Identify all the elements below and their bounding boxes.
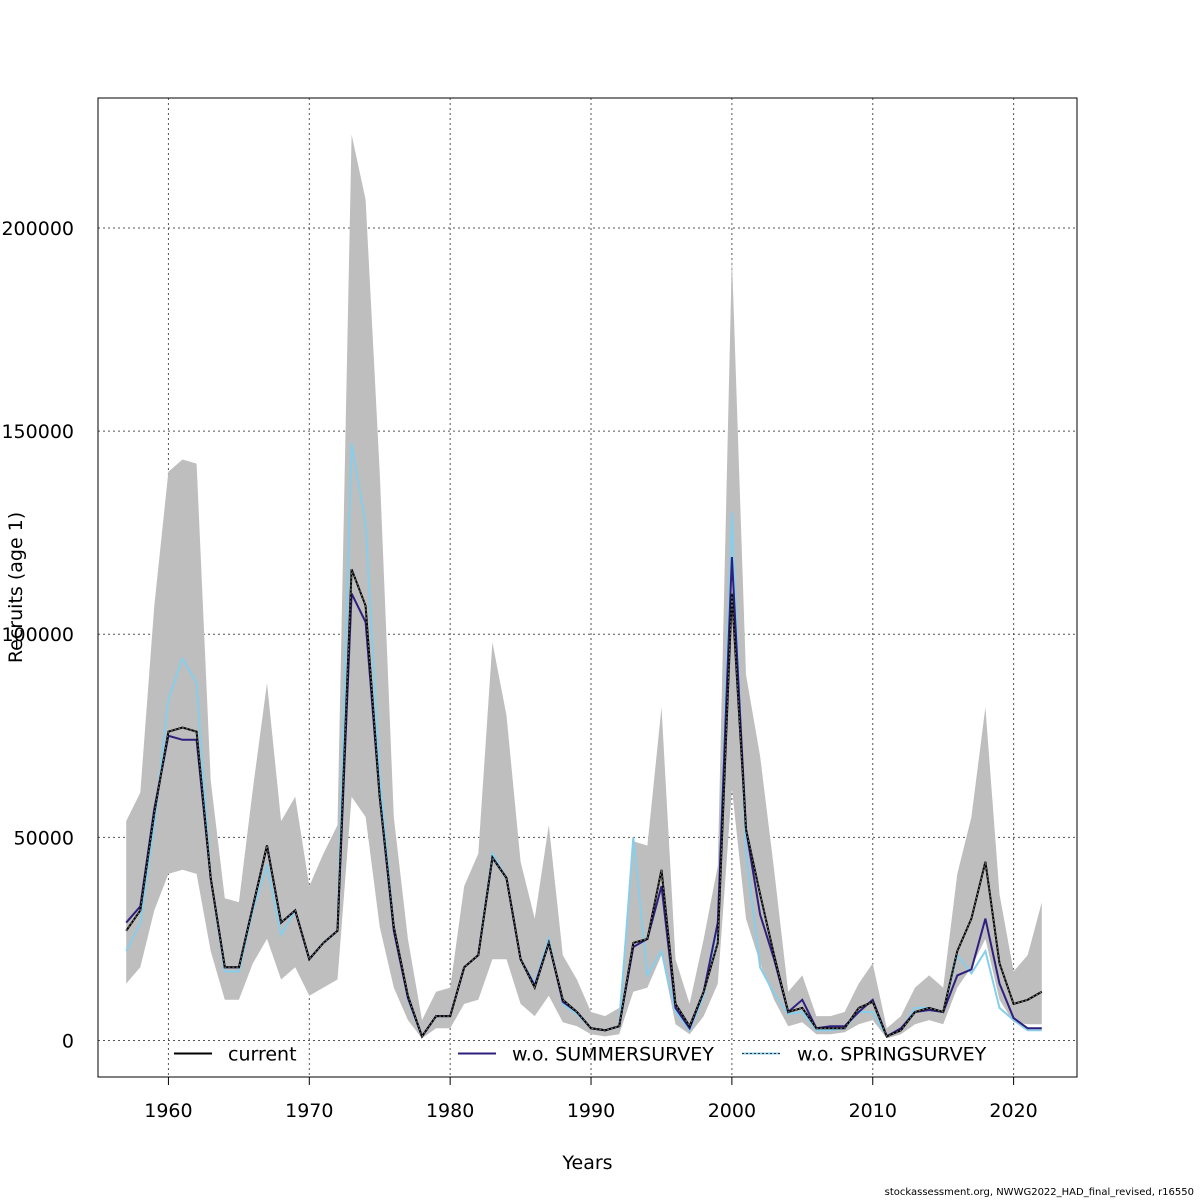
y-tick-label: 200000: [1, 218, 74, 240]
y-tick-label: 100000: [1, 624, 74, 646]
x-tick-label: 2000: [708, 1100, 756, 1122]
y-tick-label: 150000: [1, 421, 74, 443]
x-tick-label: 1980: [426, 1100, 474, 1122]
legend-label-w-o-summersurvey: w.o. SUMMERSURVEY: [512, 1043, 714, 1065]
y-axis-title: Recruits (age 1): [5, 512, 27, 663]
x-tick-label: 1960: [144, 1100, 192, 1122]
legend-label-current: current: [228, 1043, 297, 1065]
series-lines: [125, 443, 1043, 1039]
grid-lines: [98, 98, 1077, 1077]
y-tick-label: 0: [62, 1030, 74, 1052]
legend-label-w-o-springsurvey: w.o. SPRINGSURVEY: [797, 1043, 987, 1065]
series-line-current-overlay: [125, 569, 1043, 1038]
x-tick-label: 1970: [285, 1100, 333, 1122]
confidence-band: [126, 134, 1042, 1039]
confidence-band-area: [126, 134, 1042, 1039]
x-axis: 1960 1970 1980 1990 2000 2010 2020: [144, 1076, 1038, 1122]
x-tick-label: 2010: [849, 1100, 897, 1122]
x-tick-label: 2020: [989, 1100, 1037, 1122]
y-axis: 0 50000 100000 150000 200000: [1, 218, 74, 1052]
x-tick-label: 1990: [567, 1100, 615, 1122]
footer-source-note: stockassessment.org, NWWG2022_HAD_final_…: [884, 1187, 1194, 1198]
legend: current w.o. SUMMERSURVEY w.o. SPRINGSURVE…: [174, 1043, 987, 1065]
x-axis-title: Years: [561, 1152, 612, 1174]
y-tick-label: 50000: [14, 827, 74, 849]
